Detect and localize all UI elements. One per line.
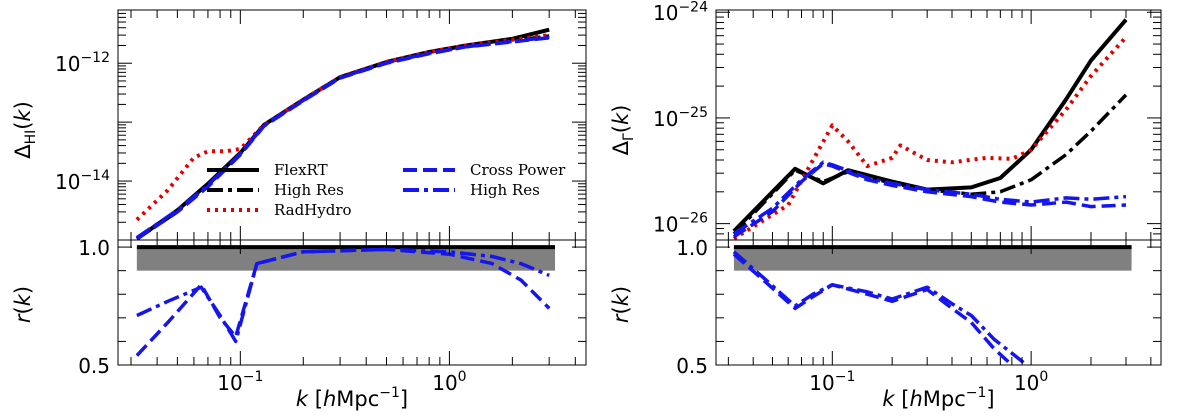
ratio-series-high-res-2 bbox=[732, 250, 1028, 365]
left-panel: 10−1 100 10−12 10−14 0.5 1.0 ΔHI(k) r(k) k [hMpc… bbox=[11, 9, 587, 411]
top-series-radhydro-2 bbox=[732, 35, 1128, 240]
legend-label-2: RadHydro bbox=[274, 201, 352, 219]
top-y-axis-label: ΔHI(k) bbox=[11, 101, 39, 159]
correlation-band bbox=[733, 247, 1132, 271]
legend-label-1: High Res bbox=[274, 181, 344, 199]
legend-label-4: High Res bbox=[470, 181, 540, 199]
right-panel: 10−1 100 10−24 10−25 10−26 0.5 1.0 ΔΓ(k) r(k) k [… bbox=[609, 0, 1162, 411]
top-series-cross-power-3 bbox=[135, 36, 550, 240]
top-series-high-res-4 bbox=[732, 160, 1127, 236]
ratio-y-axis-label: r(k) bbox=[609, 286, 633, 323]
ratio-y-tick-label: 1.0 bbox=[676, 236, 708, 260]
x-tick-label: 100 bbox=[1014, 369, 1048, 395]
ratio-axes-frame bbox=[715, 239, 1162, 366]
ratio-y-tick-label: 0.5 bbox=[676, 354, 708, 378]
y-tick-label: 10−25 bbox=[653, 105, 708, 131]
ratio-series-high-res-2 bbox=[136, 247, 550, 344]
y-tick-label: 10−24 bbox=[653, 0, 708, 25]
legend: FlexRT High Res RadHydro Cross Power High Re… bbox=[207, 161, 566, 219]
legend-label-0: FlexRT bbox=[274, 161, 328, 179]
ratio-axes-frame bbox=[117, 239, 587, 366]
x-axis-label: k [hMpc−1] bbox=[882, 385, 994, 411]
y-tick-label: 10−12 bbox=[55, 50, 110, 76]
x-tick-label: 100 bbox=[432, 369, 466, 395]
top-series-group bbox=[135, 27, 550, 240]
top-y-axis-label: ΔΓ(k) bbox=[609, 105, 637, 156]
x-axis-label: k [hMpc−1] bbox=[296, 385, 408, 411]
y-tick-label: 10−14 bbox=[55, 168, 110, 194]
legend-label-3: Cross Power bbox=[470, 161, 566, 179]
ratio-y-tick-label: 1.0 bbox=[78, 236, 110, 260]
ratio-series-group bbox=[135, 245, 555, 357]
ratio-y-axis-label: r(k) bbox=[11, 286, 35, 323]
ratio-series-group bbox=[732, 245, 1132, 365]
top-axes-frame bbox=[117, 9, 587, 241]
y-tick-label: 10−26 bbox=[653, 211, 708, 237]
ratio-series-cross-power-1 bbox=[732, 252, 1014, 365]
x-tick-label: 10−1 bbox=[217, 369, 263, 395]
top-series-high-res-1 bbox=[732, 93, 1128, 236]
top-series-group bbox=[732, 18, 1128, 240]
ratio-y-tick-label: 0.5 bbox=[78, 354, 110, 378]
top-series-high-res-4 bbox=[135, 35, 550, 240]
x-tick-label: 10−1 bbox=[809, 369, 855, 395]
